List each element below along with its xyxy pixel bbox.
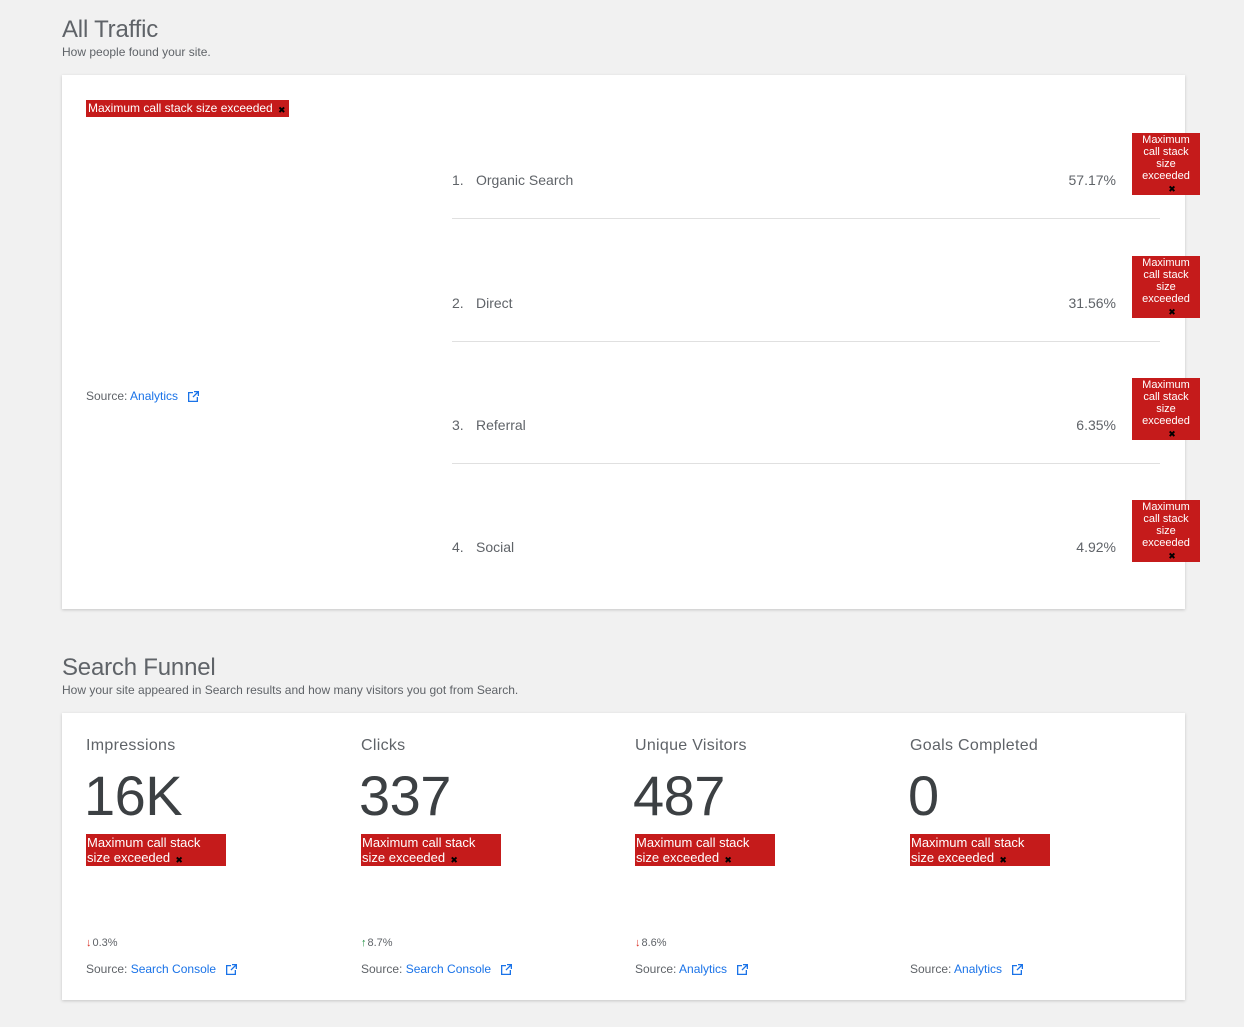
traffic-row-social: 4. Social 4.92% Maximum call stack size … [452, 464, 1200, 586]
metric-change: ↓8.6% [635, 937, 667, 949]
source-label: Source: [910, 962, 955, 976]
row-divider [452, 218, 1160, 219]
metric-value: 0 [908, 764, 939, 827]
traffic-row-referral: 3. Referral 6.35% Maximum call stack siz… [452, 342, 1200, 464]
search-funnel-card: Impressions 16K Maximum call stack size … [62, 713, 1185, 1000]
metric-label: Goals Completed [910, 737, 1039, 754]
metric-change: ↓0.3% [86, 937, 118, 949]
error-message: Maximum call stack size exceeded [1142, 379, 1190, 427]
error-message: Maximum call stack size exceeded [1142, 134, 1190, 182]
metric-change-value: 8.7% [367, 937, 393, 949]
source-label: Source: [86, 389, 131, 403]
search-console-source-link[interactable]: Search Console [130, 962, 217, 976]
error-message: Maximum call stack size exceeded [88, 101, 273, 115]
row-error-badge: Maximum call stack size exceeded ✖ [1132, 500, 1200, 562]
all-traffic-title: All Traffic [62, 16, 159, 43]
arrow-down-icon: ↓ [86, 937, 92, 949]
all-traffic-subtitle: How people found your site. [62, 45, 211, 59]
row-divider [452, 341, 1160, 342]
row-channel-name: Direct [476, 295, 513, 311]
search-console-source-link[interactable]: Search Console [405, 962, 492, 976]
metric-source: Source: Search Console [86, 962, 238, 979]
close-icon[interactable]: ✖ [1167, 429, 1177, 439]
metric-source: Source: Search Console [361, 962, 513, 979]
close-icon[interactable]: ✖ [276, 105, 287, 115]
metric-value: 337 [359, 764, 451, 827]
close-icon[interactable]: ✖ [1167, 184, 1177, 194]
close-icon[interactable]: ✖ [1167, 307, 1177, 317]
metric-value: 16K [84, 764, 183, 827]
error-message: Maximum call stack size exceeded [636, 835, 750, 865]
row-channel-name: Referral [476, 417, 526, 433]
row-error-badge: Maximum call stack size exceeded ✖ [1132, 133, 1200, 195]
metric-source: Source: Analytics [910, 962, 1024, 979]
analytics-source-link[interactable]: Analytics [130, 389, 179, 403]
close-icon[interactable]: ✖ [1167, 551, 1177, 561]
metric-label: Impressions [86, 737, 176, 754]
metric-change-value: 8.6% [641, 937, 667, 949]
metric-change-value: 0.3% [92, 937, 118, 949]
all-traffic-card: Maximum call stack size exceeded ✖ Source… [62, 75, 1200, 609]
analytics-source-link[interactable]: Analytics [679, 962, 728, 976]
close-icon[interactable]: ✖ [174, 855, 185, 865]
row-channel-name: Social [476, 539, 515, 555]
metric-label: Clicks [361, 737, 406, 754]
close-icon[interactable]: ✖ [723, 855, 734, 865]
row-error-badge: Maximum call stack size exceeded ✖ [1132, 378, 1200, 440]
external-link-icon[interactable] [736, 963, 749, 979]
metric-error-badge: Maximum call stack size exceeded ✖ [910, 834, 1050, 866]
arrow-down-icon: ↓ [635, 937, 641, 949]
row-rank: 1. [452, 172, 464, 188]
row-percentage: 31.56% [1068, 295, 1116, 311]
row-error-badge: Maximum call stack size exceeded ✖ [1132, 256, 1200, 318]
traffic-row-organic: 1. Organic Search 57.17% Maximum call st… [452, 97, 1200, 219]
metric-error-badge: Maximum call stack size exceeded ✖ [361, 834, 501, 866]
traffic-row-direct: 2. Direct 31.56% Maximum call stack size… [452, 220, 1200, 342]
row-channel-name: Organic Search [476, 172, 574, 188]
external-link-icon[interactable] [187, 390, 200, 406]
row-rank: 4. [452, 539, 464, 555]
external-link-icon[interactable] [225, 963, 238, 979]
source-label: Source: [86, 962, 131, 976]
close-icon[interactable]: ✖ [449, 855, 460, 865]
arrow-up-icon: ↑ [361, 937, 367, 949]
external-link-icon[interactable] [500, 963, 513, 979]
source-label: Source: [635, 962, 680, 976]
row-percentage: 4.92% [1076, 539, 1116, 555]
analytics-source-link[interactable]: Analytics [954, 962, 1003, 976]
search-funnel-title: Search Funnel [62, 654, 216, 681]
metric-clicks: Clicks 337 Maximum call stack size excee… [337, 713, 587, 1000]
error-message: Maximum call stack size exceeded [1142, 501, 1190, 549]
metric-label: Unique Visitors [635, 737, 747, 754]
chart-error-badge: Maximum call stack size exceeded ✖ [86, 100, 289, 117]
row-divider [452, 463, 1160, 464]
error-message: Maximum call stack size exceeded [911, 835, 1025, 865]
metric-source: Source: Analytics [635, 962, 749, 979]
row-rank: 2. [452, 295, 464, 311]
error-message: Maximum call stack size exceeded [362, 835, 476, 865]
search-funnel-subtitle: How your site appeared in Search results… [62, 683, 519, 697]
row-percentage: 57.17% [1068, 172, 1116, 188]
metric-unique-visitors: Unique Visitors 487 Maximum call stack s… [611, 713, 861, 1000]
close-icon[interactable]: ✖ [998, 855, 1009, 865]
row-rank: 3. [452, 417, 464, 433]
metric-change: ↑8.7% [361, 937, 393, 949]
row-percentage: 6.35% [1076, 417, 1116, 433]
metric-impressions: Impressions 16K Maximum call stack size … [62, 713, 312, 1000]
external-link-icon[interactable] [1011, 963, 1024, 979]
source-label: Source: [361, 962, 406, 976]
metric-error-badge: Maximum call stack size exceeded ✖ [635, 834, 775, 866]
metric-value: 487 [633, 764, 725, 827]
error-message: Maximum call stack size exceeded [87, 835, 201, 865]
error-message: Maximum call stack size exceeded [1142, 257, 1190, 305]
traffic-source: Source: Analytics [86, 389, 200, 406]
metric-goals-completed: Goals Completed 0 Maximum call stack siz… [886, 713, 1136, 1000]
metric-error-badge: Maximum call stack size exceeded ✖ [86, 834, 226, 866]
